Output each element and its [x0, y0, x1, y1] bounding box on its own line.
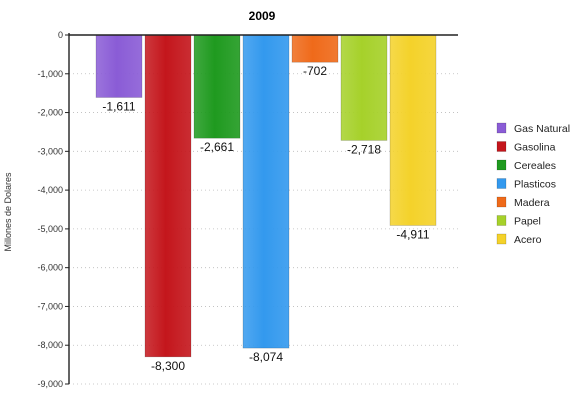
bar-plasticos [242, 34, 290, 349]
legend-label: Madera [514, 197, 550, 209]
data-label: -8,300 [151, 359, 185, 373]
bar-papel [340, 34, 388, 141]
data-label: -2,718 [347, 142, 381, 156]
legend-swatch [496, 141, 507, 152]
y-tick-label: -7,000 [37, 301, 63, 311]
legend-label: Gasolina [514, 142, 556, 154]
y-tick-label: -3,000 [37, 146, 63, 156]
y-tick-label: -4,000 [37, 185, 63, 195]
bar-acero [389, 34, 437, 226]
y-tick-label: -6,000 [37, 263, 63, 273]
y-tick-label: -9,000 [37, 379, 63, 389]
legend-label: Papel [514, 216, 541, 228]
legend-label: Gas Natural [514, 123, 570, 135]
legend-swatch [496, 122, 507, 134]
bar-cereales [193, 34, 241, 139]
legend-swatch [496, 196, 507, 208]
y-tick-label: 0 [58, 30, 63, 40]
legend-swatch [496, 159, 507, 171]
y-tick-label: -2,000 [37, 108, 63, 118]
data-label: -2,661 [200, 140, 234, 154]
bar-madera [291, 34, 339, 63]
chart-title: 2009 [249, 9, 276, 23]
legend-swatch [496, 233, 507, 245]
legend-swatch [496, 178, 507, 189]
y-tick-label: -8,000 [37, 340, 63, 350]
legend-swatch [496, 215, 507, 226]
y-axis-label: Millones de Dolares [3, 172, 13, 252]
data-label: -1,611 [102, 99, 135, 113]
legend-label: Plasticos [514, 179, 556, 191]
legend-label: Acero [514, 234, 542, 246]
data-label: -8,074 [249, 350, 283, 364]
bar-gasolina [144, 34, 192, 358]
y-tick-label: -1,000 [37, 69, 63, 79]
bar-gas-natural [95, 34, 143, 98]
legend-label: Cereales [514, 160, 556, 172]
data-label: -4,911 [396, 227, 429, 241]
y-tick-label: -5,000 [37, 224, 63, 234]
data-label: -702 [303, 64, 327, 78]
